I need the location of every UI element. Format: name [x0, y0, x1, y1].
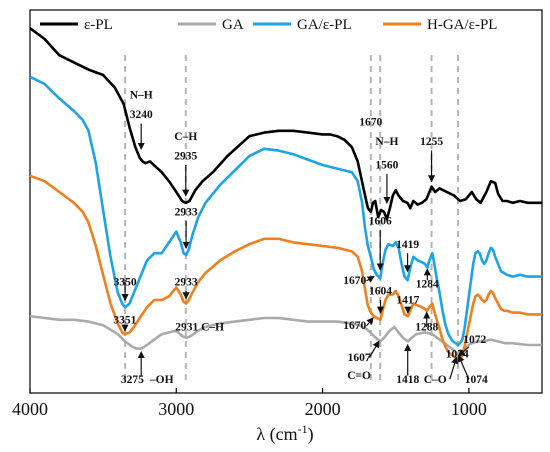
x-tick-label-0: 4000	[12, 399, 48, 419]
annotation-label-26: –OH	[149, 374, 174, 386]
annotation-arrow-21	[457, 354, 470, 380]
x-tick-label-3: 1000	[451, 399, 487, 419]
annotation-arrows	[121, 123, 470, 380]
annotation-label-1: 3240	[130, 109, 153, 121]
annotation-label-6: 1560	[375, 160, 398, 172]
x-axis-ticks: 4000 3000 2000 1000	[12, 388, 487, 419]
legend-label-3: H-GA/ε-PL	[427, 17, 497, 33]
annotation-label-10: 1419	[396, 239, 419, 251]
annotation-label-2: C–H	[174, 131, 197, 143]
annotation-label-23: 1607	[348, 352, 371, 364]
series-line-h-ga-pl-3	[29, 174, 542, 361]
annotation-arrow-16	[457, 346, 470, 357]
annotation-label-5: N–H	[375, 136, 398, 148]
annotation-label-16: 1417	[396, 295, 419, 307]
annotation-arrow-9	[366, 275, 375, 283]
annotation-label-9: 1606	[369, 215, 392, 227]
annotation-label-25: 3275	[121, 374, 144, 386]
annotation-label-7: 1255	[420, 136, 443, 148]
legend-label-2: GA/ε-PL	[297, 17, 352, 33]
annotation-label-3: 2935	[174, 151, 197, 163]
annotation-label-12: 3350	[114, 277, 137, 289]
annotation-arrow-20	[449, 356, 459, 380]
legend: ε-PL GA GA/ε-PL H-GA/ε-PL	[40, 17, 497, 33]
series-lines	[29, 27, 542, 361]
annotation-label-18: 1670	[343, 320, 366, 332]
x-tick-label-2: 2000	[305, 399, 341, 419]
x-axis-label-main: λ (cm	[256, 424, 297, 445]
series-line-ga-pl-2	[29, 75, 542, 347]
annotation-label-27: 1418	[396, 374, 419, 386]
annotation-label-15: 1604	[369, 286, 392, 298]
reference-lines	[124, 55, 460, 385]
annotation-arrow-17	[368, 340, 380, 358]
annotation-label-0: N–H	[130, 89, 153, 101]
annotation-label-14: 2933	[175, 277, 198, 289]
annotation-label-19: 1288	[415, 322, 438, 334]
annotation-label-4: 1670	[359, 116, 382, 128]
annotation-label-22: 1074	[446, 349, 469, 361]
annotation-label-24: C=O	[347, 370, 371, 382]
annotation-label-8: 2933	[175, 206, 198, 218]
x-axis-label: λ (cm-1)	[256, 422, 313, 445]
x-axis-label-close: )	[308, 424, 314, 445]
annotation-arrow-14	[365, 317, 374, 327]
annotation-label-11: 1284	[416, 278, 439, 290]
annotation-label-13: 1670	[343, 275, 366, 287]
annotation-label-21: 2931 C–H	[175, 322, 224, 334]
legend-label-1: GA	[222, 17, 244, 33]
annotation-label-20: 1072	[463, 334, 486, 346]
annotation-label-17: 3351	[113, 314, 136, 326]
annotation-label-29: 1074	[465, 374, 488, 386]
annotation-label-28: C–O	[424, 374, 447, 386]
annotations: N–H 3240 C–H 2935 1670 N–H 1560 1255 2933 1606 141…	[113, 89, 488, 385]
x-axis-label-sup: -1	[298, 422, 308, 436]
legend-label-0: ε-PL	[84, 17, 113, 33]
series-line-pl-0	[29, 27, 542, 221]
x-tick-label-1: 3000	[158, 399, 194, 419]
